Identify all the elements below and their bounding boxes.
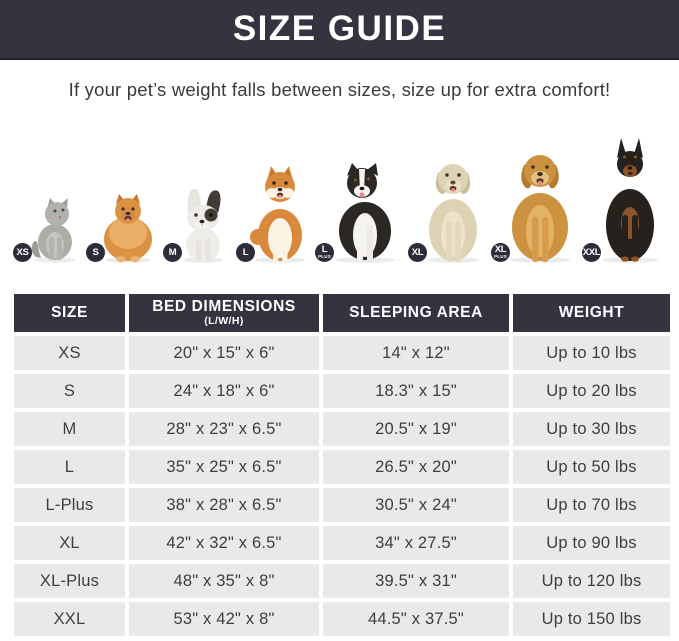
column-header-bed-dimensions: BED DIMENSIONS (L/W/H) [129,294,319,332]
animal-size-row: XS S [0,137,679,263]
size-badge-xl: XL [408,243,427,262]
size-badge-label: XL [411,246,424,258]
cell-sleep-xs: 14" x 12" [323,336,509,370]
cell-sleep-xl-plus: 39.5" x 31" [323,564,509,598]
cell-size-m: M [14,412,125,446]
cell-size-xl: XL [14,526,125,560]
size-table: SIZE BED DIMENSIONS (L/W/H) SLEEPING ARE… [14,294,670,636]
column-header-label: BED DIMENSIONS [152,298,296,316]
cell-sleep-xl: 34" x 27.5" [323,526,509,560]
cell-bed-m: 28" x 23" x 6.5" [129,412,319,446]
pomeranian-image [104,194,152,263]
cell-sleep-m: 20.5" x 19" [323,412,509,446]
animal-french-bulldog: M [163,183,232,263]
cell-sleep-l: 26.5" x 20" [323,450,509,484]
size-badge-xxl: XXL [582,243,601,262]
size-badge-label: S [92,246,99,258]
size-badge-m: M [163,243,182,262]
labrador-image [427,164,479,263]
size-badge-label: M [168,246,177,258]
size-badge-label: XL [494,244,507,256]
cell-bed-xl: 42" x 32" x 6.5" [129,526,319,560]
size-badge-l: L [236,243,255,262]
column-header-label: SLEEPING AREA [349,303,483,321]
cell-size-xs: XS [14,336,125,370]
size-badge-xs: XS [13,243,32,262]
column-header-weight: WEIGHT [513,294,670,332]
cell-weight-m: Up to 30 lbs [513,412,670,446]
header-band: SIZE GUIDE [0,0,679,60]
animal-border-collie: L PLUS [315,159,404,263]
size-badge-s: S [86,243,105,262]
cell-sleep-l-plus: 30.5" x 24" [323,488,509,522]
cell-size-l: L [14,450,125,484]
cell-size-l-plus: L-Plus [14,488,125,522]
cell-weight-l: Up to 50 lbs [513,450,670,484]
animal-labrador: XL [408,157,487,263]
cell-size-xl-plus: XL-Plus [14,564,125,598]
cell-weight-xs: Up to 10 lbs [513,336,670,370]
cell-weight-s: Up to 20 lbs [513,374,670,408]
doberman-image [602,138,658,263]
column-header-sleeping-area: SLEEPING AREA [323,294,509,332]
size-badge-sublabel: PLUS [494,254,507,260]
french-bulldog-image [183,188,223,263]
animal-pomeranian: S [86,191,159,263]
cell-bed-l-plus: 38" x 28" x 6.5" [129,488,319,522]
column-header-size: SIZE [14,294,125,332]
column-header-label: WEIGHT [558,303,625,321]
golden-retriever-image [510,155,570,263]
column-header-label: SIZE [51,303,88,321]
cell-bed-l: 35" x 25" x 6.5" [129,450,319,484]
size-badge-l-plus: L PLUS [315,243,334,262]
cell-size-s: S [14,374,125,408]
animal-golden-retriever: XL PLUS [491,147,578,263]
size-badge-label: XXL [582,246,601,258]
cell-bed-xl-plus: 48" x 35" x 8" [129,564,319,598]
animal-shiba-inu: L [236,165,311,263]
cell-bed-s: 24" x 18" x 6" [129,374,319,408]
cell-weight-xl: Up to 90 lbs [513,526,670,560]
cell-weight-xxl: Up to 150 lbs [513,602,670,636]
cell-weight-xl-plus: Up to 120 lbs [513,564,670,598]
cell-sleep-xxl: 44.5" x 37.5" [323,602,509,636]
cat-image [31,198,76,263]
shiba-inu-image [250,166,305,263]
animal-doberman: XXL [582,137,667,263]
subtitle-text: If your pet’s weight falls between sizes… [68,79,611,100]
page-title: SIZE GUIDE [232,9,447,48]
size-badge-label: XS [16,246,29,258]
size-badge-sublabel: PLUS [318,254,331,260]
size-badge-xl-plus: XL PLUS [491,243,510,262]
size-badge-label: L [321,244,328,256]
cell-sleep-s: 18.3" x 15" [323,374,509,408]
animal-cat: XS [13,197,82,263]
border-collie-image [335,163,395,263]
column-header-subtext: (L/W/H) [204,314,244,327]
size-badge-label: L [242,246,249,258]
cell-bed-xs: 20" x 15" x 6" [129,336,319,370]
cell-weight-l-plus: Up to 70 lbs [513,488,670,522]
cell-bed-xxl: 53" x 42" x 8" [129,602,319,636]
cell-size-xxl: XXL [14,602,125,636]
